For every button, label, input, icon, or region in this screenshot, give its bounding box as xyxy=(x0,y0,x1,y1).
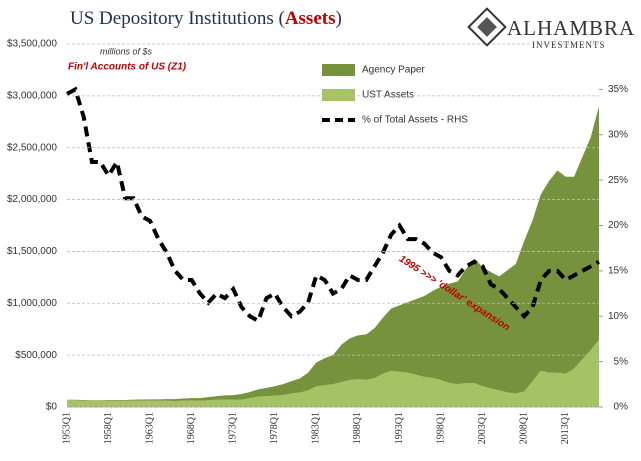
x-tick-label: 1958Q1 xyxy=(103,412,114,444)
title-highlight: Assets xyxy=(285,8,336,29)
y-tick-label: $500,000 xyxy=(15,350,57,361)
y2-tick-label: 5% xyxy=(614,356,629,367)
logo-tagline: INVESTMENTS xyxy=(532,40,606,50)
y-tick-label: $2,500,000 xyxy=(7,142,57,153)
x-tick-label: 1963Q1 xyxy=(144,412,155,444)
area xyxy=(67,339,599,407)
y2-tick-label: 15% xyxy=(608,266,628,277)
y-tick-label: $1,500,000 xyxy=(7,246,57,257)
x-tick-label: 2003Q1 xyxy=(477,412,488,444)
y-tick-label: $3,500,000 xyxy=(7,39,57,50)
legend-swatch xyxy=(322,64,355,76)
y-tick-label: $1,000,000 xyxy=(7,298,57,309)
y2-tick-label: 35% xyxy=(608,84,628,95)
annotation: Fin'l Accounts of US (Z1) xyxy=(68,62,187,73)
y-tick-label: $3,000,000 xyxy=(7,90,57,101)
logo-mark xyxy=(477,17,497,37)
y-tick-label: $2,000,000 xyxy=(7,194,57,205)
title-part: US Depository Institutions ( xyxy=(70,8,285,29)
x-tick-label: 1968Q1 xyxy=(186,412,197,444)
line xyxy=(66,86,600,324)
x-tick-label: 1998Q1 xyxy=(435,412,446,444)
legend-label: Agency Paper xyxy=(362,65,425,76)
y2-tick-label: 20% xyxy=(608,220,628,231)
area xyxy=(67,106,599,401)
x-tick-label: 1983Q1 xyxy=(311,412,322,444)
title-part: ) xyxy=(335,8,341,29)
y2-tick-label: 30% xyxy=(608,129,628,140)
x-tick-label: 1993Q1 xyxy=(394,412,405,444)
logo: ALHAMBRA INVESTMENTS xyxy=(467,7,635,50)
logo-name: ALHAMBRA xyxy=(507,16,635,40)
x-tick-label: 1988Q1 xyxy=(352,412,363,444)
chart-title: US Depository Institutions (Assets) xyxy=(70,8,342,29)
x-tick-label: 1953Q1 xyxy=(61,412,72,444)
annotation: millions of $s xyxy=(100,46,153,56)
x-tick-label: 1978Q1 xyxy=(269,412,280,444)
legend-label: UST Assets xyxy=(362,90,414,101)
y2-tick-label: 25% xyxy=(608,175,628,186)
y2-tick-label: 10% xyxy=(608,311,628,322)
x-tick-label: 1973Q1 xyxy=(228,412,239,444)
legend-label: % of Total Assets - RHS xyxy=(362,115,468,126)
y-tick-label: $0 xyxy=(46,402,58,413)
logo-mark xyxy=(467,7,507,47)
x-tick-label: 2013Q1 xyxy=(560,412,571,444)
x-tick-label: 2008Q1 xyxy=(518,412,529,444)
grid xyxy=(67,43,599,408)
y2-tick-label: 0% xyxy=(614,402,629,413)
legend-swatch xyxy=(322,89,355,101)
